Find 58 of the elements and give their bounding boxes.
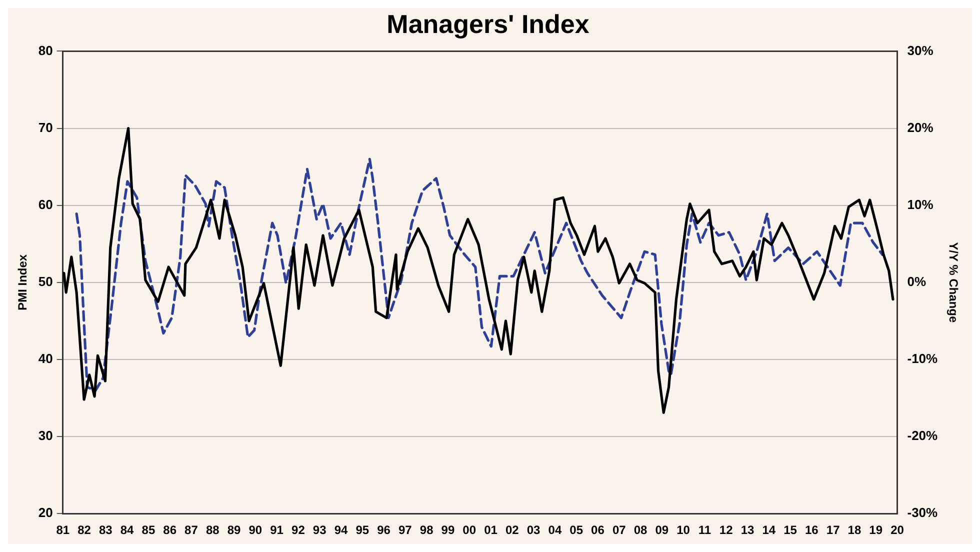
x-tick-label: 04: [548, 523, 562, 538]
x-tick-label: 08: [634, 523, 648, 538]
x-tick-label: 02: [505, 523, 520, 538]
x-tick-label: 90: [248, 523, 262, 538]
x-tick-label: 01: [484, 523, 498, 538]
x-tick-label: 12: [719, 523, 734, 538]
x-tick-label: 86: [163, 523, 177, 538]
y2-tick-label: 0%: [907, 274, 926, 289]
x-tick-label: 03: [526, 523, 541, 538]
x-tick-label: 16: [804, 523, 819, 538]
x-tick-label: 88: [206, 523, 220, 538]
y-tick-label: 70: [38, 120, 53, 135]
x-tick-label: 00: [462, 523, 476, 538]
x-tick-label: 09: [655, 523, 669, 538]
x-tick-label: 95: [356, 523, 370, 538]
y-tick-label: 30: [38, 428, 53, 444]
x-tick-label: 99: [441, 523, 455, 538]
x-tick-label: 91: [270, 523, 284, 538]
x-tick-label: 81: [56, 523, 70, 538]
y-tick-label: 50: [38, 274, 53, 289]
x-tick-label: 10: [676, 523, 690, 538]
x-tick-label: 05: [570, 523, 584, 538]
x-tick-label: 82: [78, 523, 92, 538]
y2-tick-label: 20%: [907, 120, 934, 135]
x-tick-label: 17: [826, 523, 840, 538]
x-tick-label: 96: [377, 523, 391, 538]
y2-tick-label: 30%: [907, 42, 934, 58]
x-tick-label: 11: [698, 523, 712, 538]
x-tick-label: 84: [120, 523, 134, 538]
x-tick-label: 18: [848, 523, 862, 538]
x-tick-label: 07: [612, 523, 626, 538]
x-tick-label: 15: [784, 523, 798, 538]
x-tick-label: 98: [420, 523, 434, 538]
x-tick-label: 83: [98, 523, 113, 538]
x-tick-label: 19: [869, 523, 883, 538]
y-tick-label: 60: [38, 196, 53, 212]
x-tick-label: 89: [227, 523, 242, 538]
y2-tick-label: -30%: [907, 505, 938, 520]
y-tick-label: 40: [38, 351, 53, 366]
x-tick-label: 20: [890, 523, 904, 538]
y2-tick-label: -10%: [907, 351, 938, 366]
x-tick-label: 87: [184, 523, 198, 538]
chart-title: Managers' Index: [386, 8, 590, 39]
y-tick-label: 20: [38, 505, 53, 520]
x-tick-label: 94: [334, 523, 348, 538]
x-tick-label: 06: [591, 523, 605, 538]
y2-tick-label: 10%: [907, 196, 934, 212]
x-tick-label: 92: [292, 523, 306, 538]
x-tick-label: 97: [398, 523, 412, 538]
x-tick-label: 93: [312, 523, 327, 538]
x-tick-label: 85: [142, 523, 156, 538]
line-series: [75, 158, 884, 392]
y-tick-label: 80: [38, 42, 53, 58]
y-axis-title: PMI Index: [16, 254, 30, 310]
y2-axis-title: Y/Y % Change: [946, 242, 960, 323]
x-tick-label: 14: [762, 523, 776, 538]
x-tick-label: 13: [740, 523, 754, 538]
y2-tick-label: -20%: [907, 428, 938, 444]
